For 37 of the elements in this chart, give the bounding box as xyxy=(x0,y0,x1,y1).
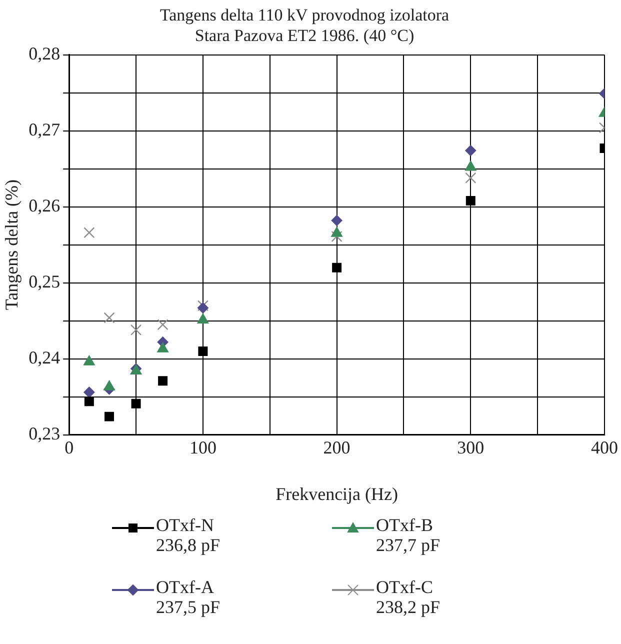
point xyxy=(464,160,476,171)
y-tick-label: 0,28 xyxy=(28,44,60,64)
point xyxy=(104,312,115,324)
point xyxy=(104,412,114,422)
point xyxy=(197,314,209,324)
x-axis-title: Frekvencija (Hz) xyxy=(276,484,398,504)
point xyxy=(84,386,95,398)
y-tick-label: 0,24 xyxy=(28,348,60,368)
x-tick-label: 400 xyxy=(591,437,618,458)
y-tick-label: 0,26 xyxy=(28,196,60,216)
chart-title: Tangens delta 110 kV provodnog izolatora xyxy=(160,6,450,25)
x-tick-label: 0 xyxy=(64,437,74,458)
y-tick-label: 0,25 xyxy=(28,272,60,292)
point xyxy=(331,226,342,237)
x-tick-label: 300 xyxy=(457,437,484,458)
legend-label: OTxf-B 237,7 pF xyxy=(376,515,442,555)
x-tick-label: 100 xyxy=(189,437,216,458)
point xyxy=(465,145,476,156)
y-tick-label: 0,27 xyxy=(28,120,60,140)
point xyxy=(158,376,168,386)
legend-label: OTxf-C 238,2 pF xyxy=(376,577,442,617)
point xyxy=(332,262,342,272)
point xyxy=(130,324,142,336)
point xyxy=(84,396,94,406)
y-tick-label: 0,23 xyxy=(28,424,60,444)
x-tick-label: 200 xyxy=(323,437,350,458)
point xyxy=(131,398,141,408)
point xyxy=(466,196,476,206)
point xyxy=(84,227,95,238)
point xyxy=(198,346,208,356)
point xyxy=(465,172,476,184)
y-axis-title: Tangens delta (%) xyxy=(2,179,22,310)
legend-label: OTxf-A 237,5 pF xyxy=(156,577,222,617)
point xyxy=(157,319,168,330)
legend-label: OTxf-N 236,8 pF xyxy=(156,515,222,555)
chart-subtitle: Stara Pazova ET2 1986. (40 °C) xyxy=(194,26,414,46)
point xyxy=(331,214,342,226)
